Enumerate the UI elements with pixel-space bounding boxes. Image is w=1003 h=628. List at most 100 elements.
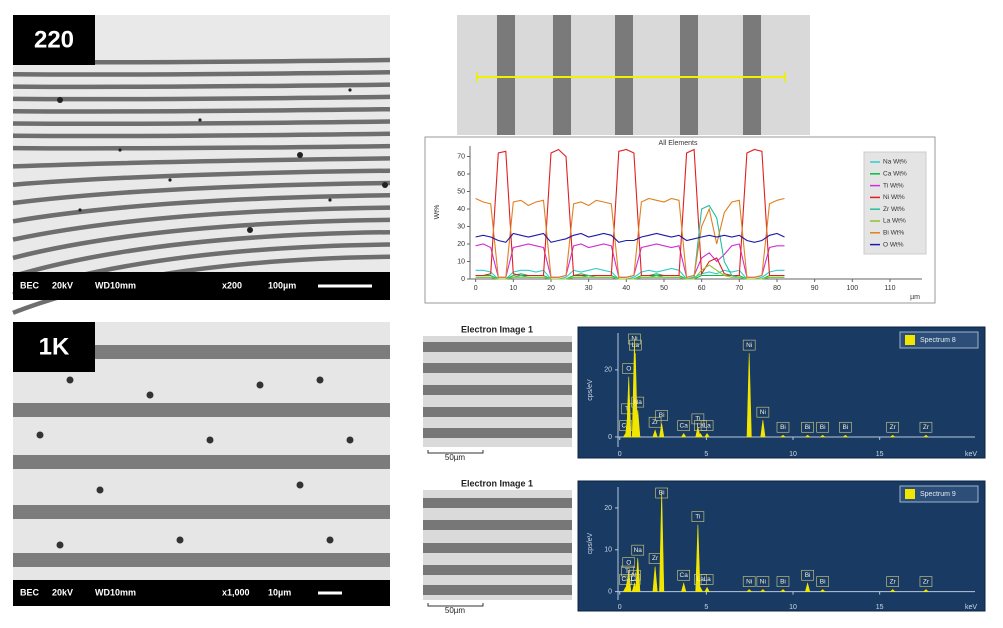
legend-label: O Wt% [883,241,904,248]
peak-tag: Bi [842,424,848,431]
pore [57,97,63,103]
peak-tag-box [677,420,690,431]
peak-tag-box [691,413,705,425]
peak [760,420,766,438]
peak [652,566,658,592]
peak-tag: Ti [695,416,700,423]
peak [923,589,929,592]
peak-tag: Ca [680,422,689,429]
peak [626,376,632,438]
pore [296,481,304,489]
y-tick-label: 0 [608,434,612,441]
peak-tag: Ni [631,572,637,579]
pore [346,436,354,444]
scale-bar [427,450,484,454]
peak [819,434,826,438]
pore [66,376,74,384]
info-text: 10µm [268,587,291,597]
peak [697,433,704,438]
peak-tag-box [756,576,770,587]
legend-swatch [905,335,915,345]
pore [297,152,303,158]
peak-tag: La [703,576,711,583]
legend-label: Ca Wt% [883,171,907,178]
peak-tag: Ni [631,336,637,343]
peak-tag: Zr [652,419,659,426]
stripe [553,15,571,135]
lamella [12,217,391,261]
lamella [12,156,391,169]
x-tick-label: 0 [618,451,622,458]
linescan-image [457,15,810,135]
stripe [423,543,572,553]
lamella [12,70,391,77]
x-tick-label: 110 [884,285,895,292]
lamella [13,553,390,567]
pore [118,148,122,152]
stripe [423,342,572,352]
y-tick-label: 0 [461,276,465,283]
x-tick-label: 60 [698,285,706,292]
peak-tag-box [655,410,668,421]
x-tick-label: 5 [704,604,708,611]
lamella [12,131,391,139]
scale-text: 50µm [445,606,466,615]
info-text: WD10mm [95,587,136,597]
peak [680,433,687,438]
peak [681,582,687,592]
y-tick-label: 50 [457,188,465,195]
peak [626,570,632,592]
peak [652,429,658,438]
x-axis-label: µm [910,294,920,301]
x-tick-label: 15 [876,604,884,611]
lamella [13,455,390,469]
x-tick-label: 20 [547,285,555,292]
stripe [423,363,572,373]
peak-tag: Ti [625,568,630,575]
lamella [12,168,391,187]
peak-tag-box [801,421,814,433]
pore [316,376,324,384]
peak-tag: Zr [890,424,897,431]
y-tick-label: 20 [457,241,465,248]
legend-label: Ni Wt% [883,194,905,201]
label-box [13,322,95,372]
pore [256,381,264,389]
legend-label: Spectrum 9 [920,491,956,498]
x-tick-label: 0 [618,604,622,611]
image-title: Electron Image 1 [461,478,533,488]
series-line [475,197,785,278]
peak-tag: O [626,559,631,566]
legend-swatch [905,489,915,499]
peak-tag-box [886,421,899,433]
peak [746,353,752,438]
peak-tag: La [703,422,711,429]
info-text: 20kV [52,587,73,597]
y-tick-label: 20 [604,367,612,374]
peak-tag-box [816,576,829,587]
peak-tag-box [886,576,899,587]
peak-tag-box [919,421,933,433]
pore [78,208,82,212]
peak-tag-box [648,416,662,428]
sem-image-bottom: 1K BEC 20kV WD10mm x1,000 10µm [13,322,390,606]
info-text: 100µm [268,280,296,290]
lamella [12,143,391,151]
peak-tag-box [756,406,770,418]
peak-tag: O [626,365,631,372]
peak-tag: Bi [780,578,786,585]
legend-label: Ti Wt% [883,182,904,189]
legend-box [899,331,979,349]
lamella [13,505,390,519]
peak [779,434,787,438]
pore [382,182,388,188]
peak-tag-box [742,576,756,587]
y-tick-label: 40 [457,206,465,213]
peak-tag-box [691,511,705,522]
panel-label: 1K [39,333,70,360]
peak-tag: La [697,576,705,583]
pore [326,536,334,544]
pore [328,198,332,202]
y-tick-label: 70 [457,153,465,160]
peak-tag: La [630,576,638,583]
